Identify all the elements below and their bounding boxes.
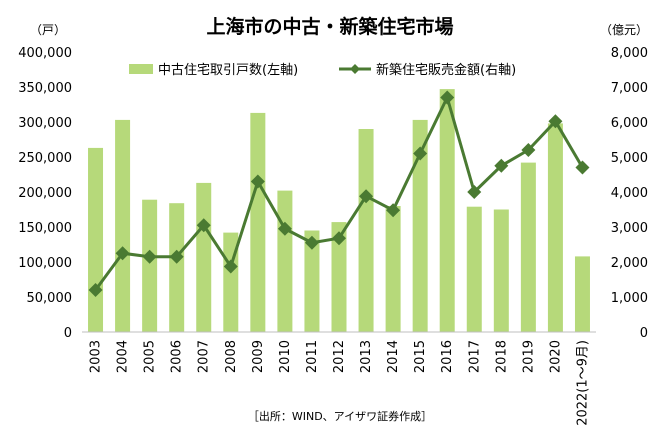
chart-title: 上海市の中古・新築住宅市場 xyxy=(206,15,453,38)
bar xyxy=(304,230,320,332)
bar xyxy=(88,147,104,332)
bar xyxy=(520,162,536,332)
x-tick-label: 2010 xyxy=(278,340,293,373)
right-axis: 0 1,000 2,000 3,000 4,000 5,000 6,000 7,000 8,00… xyxy=(611,46,648,341)
line-point xyxy=(88,283,103,297)
x-tick-label: 2009 xyxy=(251,340,266,373)
line-point xyxy=(223,259,238,274)
x-tick-label: 2012 xyxy=(332,340,347,373)
legend-swatch-bar xyxy=(129,64,153,74)
bar xyxy=(412,119,428,333)
line-series xyxy=(88,90,590,297)
line-point xyxy=(196,218,211,233)
bar xyxy=(493,209,509,332)
line-point xyxy=(169,249,184,264)
x-tick-label: 2006 xyxy=(170,340,185,373)
x-tick-label: 2019 xyxy=(521,340,536,373)
x-tick-label: 2015 xyxy=(413,340,428,373)
right-tick-label: 0 xyxy=(640,326,648,341)
legend-marker-line xyxy=(350,64,360,74)
line-point xyxy=(359,189,374,204)
x-tick-label: 2011 xyxy=(305,340,320,373)
bar xyxy=(196,182,212,332)
left-tick-label: 350,000 xyxy=(18,81,72,96)
line-point xyxy=(250,174,265,189)
right-tick-label: 2,000 xyxy=(611,256,648,271)
left-tick-label: 200,000 xyxy=(18,186,72,201)
bar xyxy=(169,203,185,332)
bar xyxy=(331,222,347,332)
line-point xyxy=(332,231,346,246)
x-tick-label: 2016 xyxy=(440,340,455,373)
right-tick-label: 6,000 xyxy=(611,116,648,131)
line-point xyxy=(142,249,157,264)
left-tick-label: 100,000 xyxy=(18,256,72,271)
line-point xyxy=(467,185,482,199)
x-tick-label: 2013 xyxy=(359,340,374,373)
line-point xyxy=(304,235,319,250)
bar xyxy=(142,199,158,332)
line-point xyxy=(575,160,590,175)
right-axis-unit: （億元） xyxy=(600,23,648,37)
bar xyxy=(439,89,455,332)
left-axis: 0 50,000 100,000 150,000 200,000 250,000 300,0… xyxy=(18,46,72,341)
bar xyxy=(250,112,266,333)
left-tick-label: 0 xyxy=(64,326,72,341)
x-tick-label: 2022(1～9月) xyxy=(575,340,590,426)
bar xyxy=(466,206,482,332)
right-tick-label: 8,000 xyxy=(611,46,648,61)
bar xyxy=(574,256,590,332)
x-tick-label: 2017 xyxy=(467,340,482,373)
legend: 中古住宅取引戸数(左軸) 新築住宅販売金額(右軸) xyxy=(129,62,516,78)
x-tick-label: 2014 xyxy=(386,340,401,373)
bar-series xyxy=(88,89,590,333)
bar xyxy=(115,119,131,333)
line-point xyxy=(115,246,130,261)
line-point xyxy=(386,203,401,218)
x-tick-label: 2007 xyxy=(197,340,212,373)
bar xyxy=(358,129,374,332)
x-tick-label: 2005 xyxy=(143,340,158,373)
right-tick-label: 5,000 xyxy=(611,151,648,166)
line-point xyxy=(277,221,292,236)
line-point xyxy=(521,143,536,157)
line-point xyxy=(413,146,428,161)
left-tick-label: 50,000 xyxy=(27,291,73,306)
right-tick-label: 3,000 xyxy=(611,221,648,236)
x-tick-label: 2018 xyxy=(494,340,509,373)
right-tick-label: 4,000 xyxy=(611,186,648,201)
left-tick-label: 150,000 xyxy=(18,221,72,236)
legend-label-bar: 中古住宅取引戸数(左軸) xyxy=(158,63,298,78)
legend-label-line: 新築住宅販売金額(右軸) xyxy=(376,62,516,78)
bar xyxy=(547,123,563,333)
x-tick-label: 2008 xyxy=(224,340,239,373)
right-tick-label: 1,000 xyxy=(611,291,648,306)
line-point xyxy=(440,90,455,105)
x-tick-label: 2004 xyxy=(116,340,131,373)
bar xyxy=(277,190,293,332)
left-tick-label: 400,000 xyxy=(18,46,72,61)
right-tick-label: 7,000 xyxy=(611,81,648,96)
x-tick-label: 2003 xyxy=(89,340,104,373)
x-tick-label: 2020 xyxy=(548,340,563,373)
left-axis-unit: （戸） xyxy=(30,23,66,37)
x-axis: 2003 2004 2005 2006 2007 2008 2009 2010 2011 2012… xyxy=(89,340,591,426)
source-note: ［出所：WIND、アイザワ証券作成］ xyxy=(248,409,432,423)
bar xyxy=(385,206,401,332)
line-point xyxy=(494,158,509,173)
line-point xyxy=(548,114,563,129)
left-tick-label: 300,000 xyxy=(18,116,72,131)
left-tick-label: 250,000 xyxy=(18,151,72,166)
